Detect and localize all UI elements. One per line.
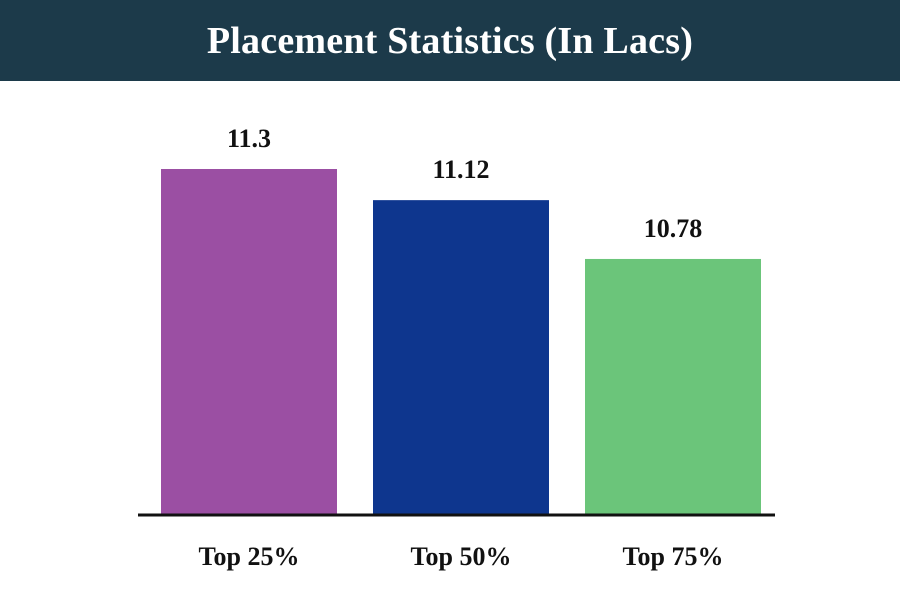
bar-chart: 11.3 Top 25% 11.12 Top 50% 10.78 Top 75% (138, 124, 775, 571)
category-label-top-75: Top 75% (623, 542, 724, 571)
value-label-top-75: 10.78 (644, 214, 703, 243)
chart-area: 11.3 Top 25% 11.12 Top 50% 10.78 Top 75% (0, 81, 900, 600)
category-label-top-25: Top 25% (199, 542, 300, 571)
chart-header: Placement Statistics (In Lacs) (0, 0, 900, 81)
bar-top-50 (373, 200, 549, 515)
category-label-top-50: Top 50% (411, 542, 512, 571)
chart-title: Placement Statistics (In Lacs) (206, 19, 694, 62)
value-label-top-25: 11.3 (227, 124, 271, 153)
bar-top-75 (585, 258, 761, 515)
bar-top-25 (161, 169, 337, 515)
value-label-top-50: 11.12 (432, 155, 489, 184)
